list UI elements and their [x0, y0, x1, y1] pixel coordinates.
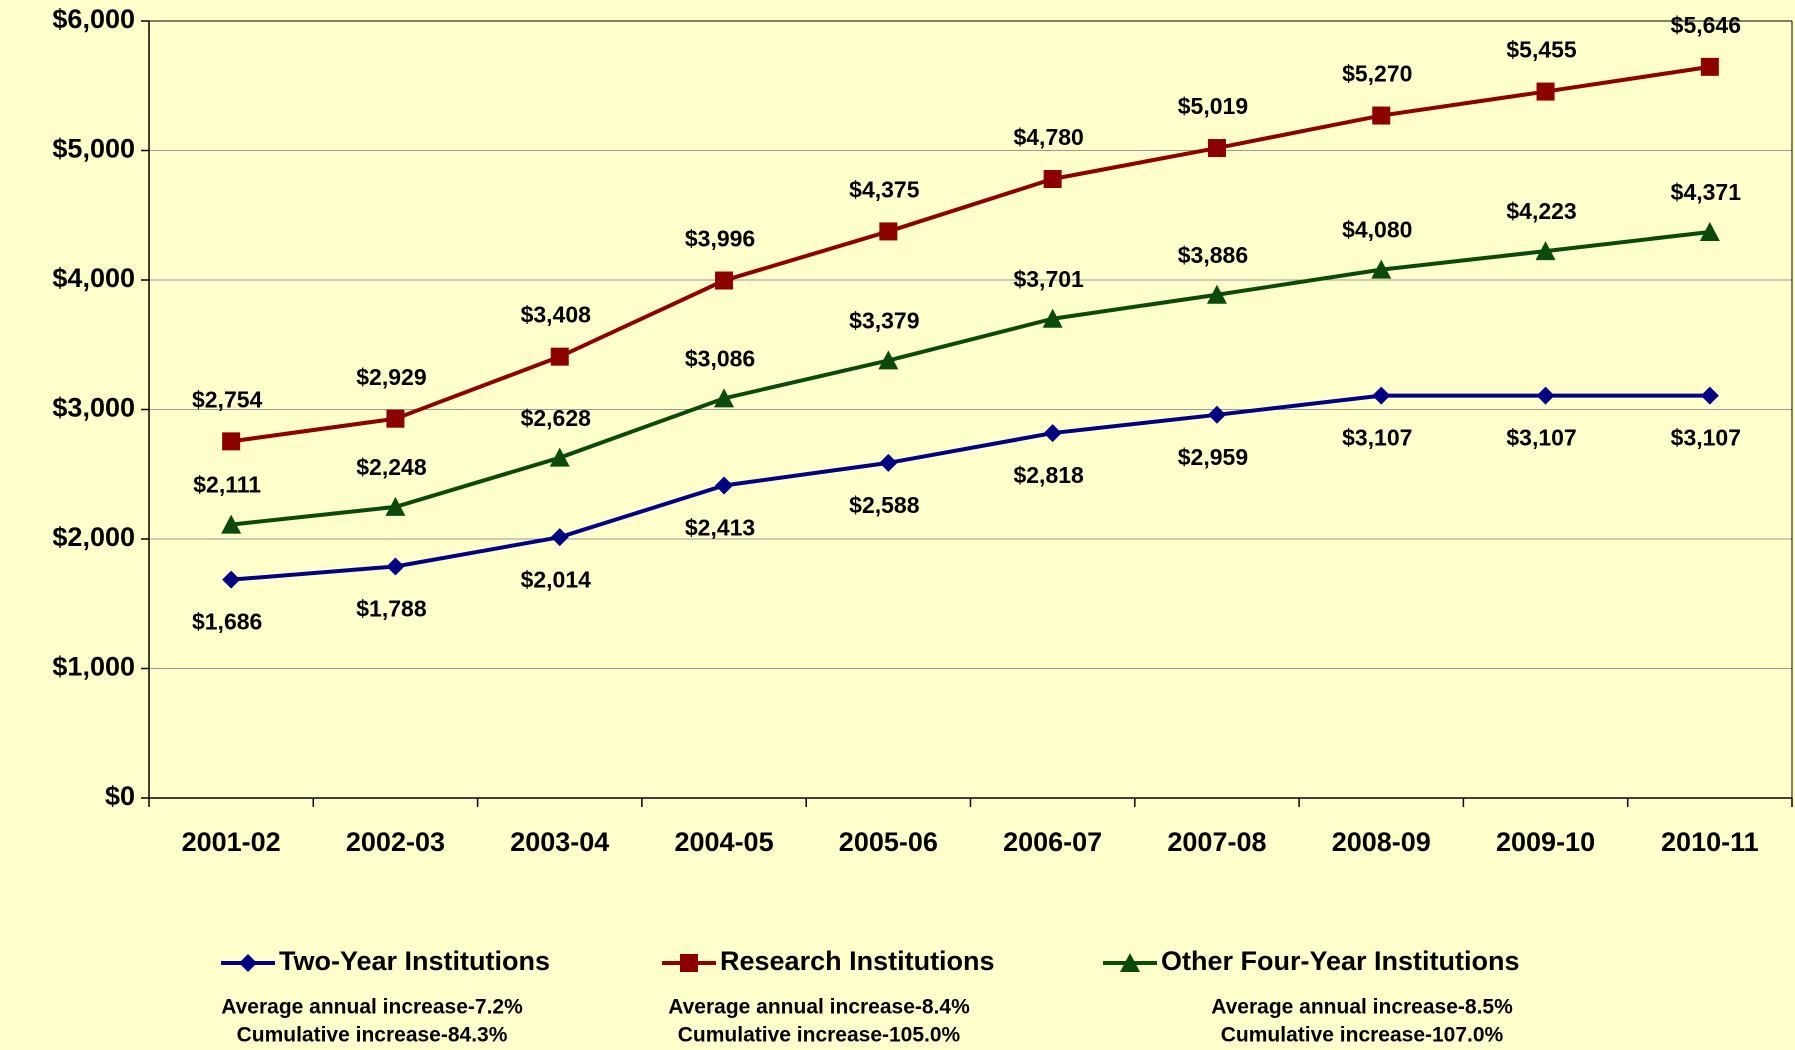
data-point — [1536, 82, 1555, 101]
data-point — [1207, 405, 1226, 424]
legend-label: Research Institutions — [720, 946, 995, 976]
x-tick-label: 2003-04 — [510, 827, 609, 857]
data-point — [222, 432, 241, 451]
data-point — [1535, 241, 1556, 261]
y-tick-label: $5,000 — [52, 134, 135, 164]
data-label: $1,686 — [192, 609, 262, 635]
annotation: Cumulative increase-107.0% — [1221, 1024, 1504, 1047]
annotation: Average annual increase-8.5% — [1211, 996, 1513, 1019]
x-tick-label: 2004-05 — [675, 827, 774, 857]
data-label: $2,014 — [521, 566, 592, 592]
legend-marker — [1120, 953, 1140, 972]
data-label: $5,270 — [1342, 61, 1412, 87]
data-label: $3,107 — [1671, 425, 1741, 451]
data-point — [550, 347, 569, 366]
y-tick-label: $2,000 — [52, 522, 135, 552]
y-tick-label: $4,000 — [52, 263, 135, 293]
data-point — [1371, 259, 1392, 279]
data-point — [1206, 284, 1227, 304]
data-label: $5,455 — [1506, 37, 1577, 63]
x-tick-label: 2009-10 — [1496, 827, 1595, 857]
data-point — [1700, 57, 1719, 76]
data-point — [715, 476, 734, 495]
data-point — [879, 222, 898, 241]
legend-label: Two-Year Institutions — [279, 946, 550, 976]
data-label: $4,375 — [849, 177, 920, 203]
data-label: $5,646 — [1671, 12, 1741, 38]
data-label: $3,886 — [1178, 242, 1248, 268]
data-label: $3,107 — [1342, 425, 1412, 451]
data-label: $3,996 — [685, 226, 755, 252]
data-label: $2,413 — [685, 515, 755, 541]
data-point — [879, 453, 898, 472]
legend-label: Other Four-Year Institutions — [1161, 946, 1520, 976]
data-label: $2,111 — [193, 472, 261, 498]
annotation: Cumulative increase-84.3% — [237, 1024, 508, 1047]
legend-marker — [239, 954, 257, 972]
data-point — [385, 496, 406, 516]
data-label: $3,086 — [685, 345, 755, 371]
data-label: $3,107 — [1506, 425, 1576, 451]
data-label: $2,628 — [521, 405, 592, 431]
data-point — [221, 514, 242, 534]
data-point — [1699, 221, 1720, 241]
data-point — [1042, 308, 1063, 328]
y-tick-label: $0 — [105, 781, 135, 811]
series-line — [230, 64, 1711, 444]
data-point — [222, 570, 241, 589]
data-point — [1043, 424, 1062, 443]
y-tick-label: $6,000 — [52, 4, 135, 34]
annotation: Average annual increase-7.2% — [221, 996, 523, 1019]
annotation: Cumulative increase-105.0% — [678, 1024, 961, 1047]
data-point — [386, 557, 405, 576]
data-point — [386, 409, 405, 428]
x-tick-label: 2002-03 — [346, 827, 445, 857]
data-label: $5,019 — [1178, 93, 1248, 119]
data-point — [550, 528, 569, 547]
data-label: $3,379 — [849, 307, 919, 333]
legend-marker — [680, 954, 698, 972]
data-label: $1,788 — [356, 596, 427, 622]
data-label: $3,701 — [1013, 266, 1084, 292]
data-point — [1372, 386, 1391, 405]
annotation: Average annual increase-8.4% — [668, 996, 970, 1019]
data-point — [1043, 169, 1062, 188]
series-line — [230, 393, 1710, 582]
data-point — [549, 447, 570, 467]
data-label: $3,408 — [521, 302, 592, 328]
x-tick-label: 2008-09 — [1332, 827, 1431, 857]
data-point — [1536, 386, 1555, 405]
data-point — [878, 350, 899, 370]
data-label: $2,754 — [192, 386, 263, 412]
data-label: $4,371 — [1671, 179, 1742, 205]
data-label: $2,959 — [1178, 444, 1248, 470]
y-tick-label: $3,000 — [52, 393, 135, 423]
data-label: $2,818 — [1013, 462, 1084, 488]
data-label: $2,248 — [356, 454, 427, 480]
data-point — [714, 388, 735, 408]
data-point — [1207, 139, 1226, 158]
data-label: $4,223 — [1506, 198, 1576, 224]
series-line — [230, 229, 1711, 527]
data-label: $2,929 — [356, 364, 426, 390]
x-tick-label: 2001-02 — [182, 827, 281, 857]
y-tick-label: $1,000 — [52, 652, 135, 682]
data-point — [1700, 386, 1719, 405]
data-point — [715, 271, 734, 290]
x-tick-label: 2010-11 — [1661, 827, 1759, 857]
data-label: $4,080 — [1342, 217, 1412, 243]
x-tick-label: 2007-08 — [1167, 827, 1266, 857]
data-point — [1372, 106, 1391, 125]
data-label: $2,588 — [849, 492, 920, 518]
data-label: $4,780 — [1013, 124, 1083, 150]
x-tick-label: 2005-06 — [839, 827, 938, 857]
x-tick-label: 2006-07 — [1003, 827, 1102, 857]
